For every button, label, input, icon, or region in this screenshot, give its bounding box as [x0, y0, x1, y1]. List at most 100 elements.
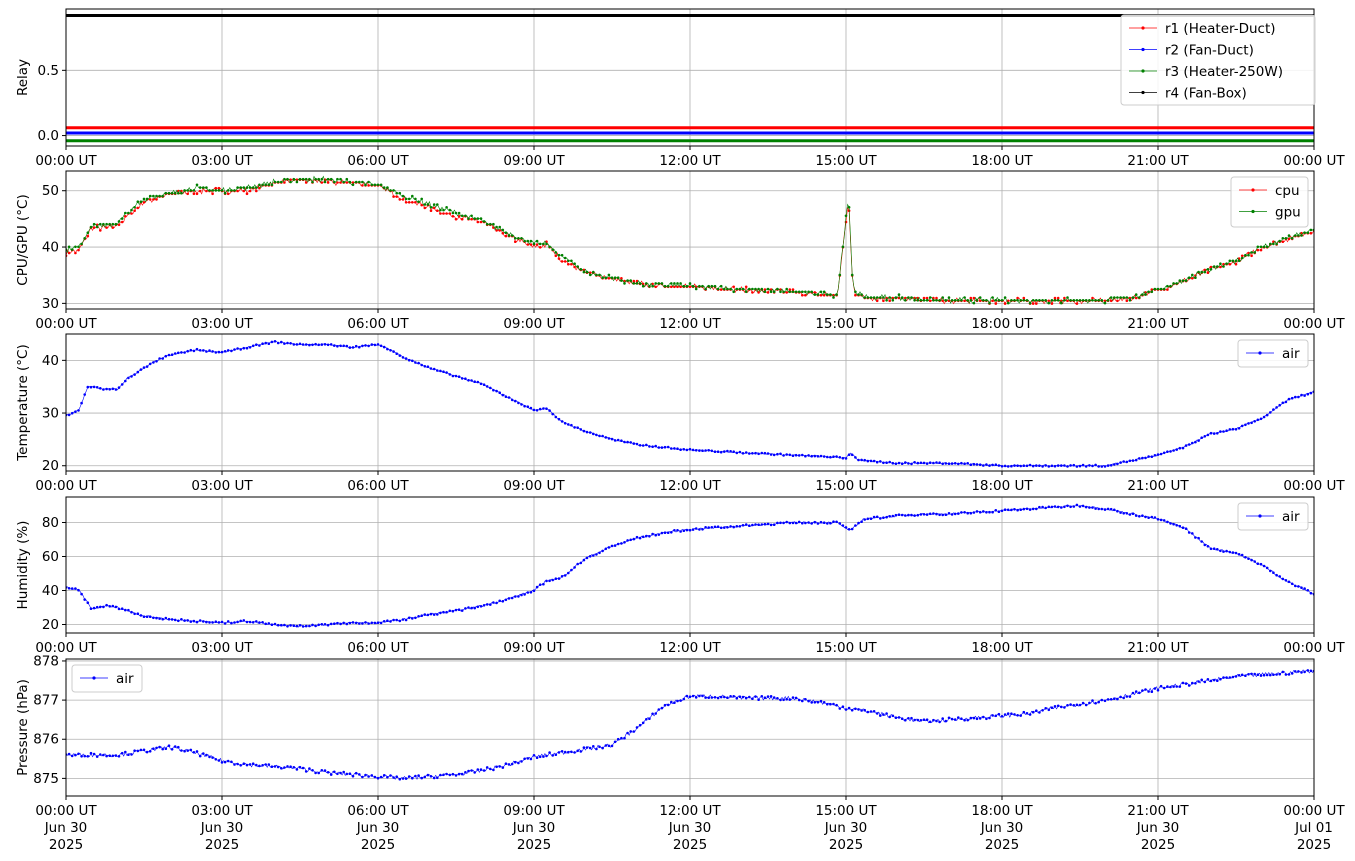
data-point [1191, 273, 1194, 277]
data-point [682, 448, 686, 451]
data-point [748, 695, 751, 699]
data-point [217, 350, 221, 354]
data-point [342, 770, 346, 774]
data-point [682, 697, 686, 701]
data-point [763, 451, 767, 455]
data-point [941, 299, 944, 303]
data-point [601, 276, 604, 280]
data-point [819, 699, 823, 703]
data-point [560, 260, 564, 263]
data-point [922, 718, 926, 721]
data-point [1066, 299, 1069, 303]
data-point [854, 456, 857, 459]
data-point [358, 622, 361, 625]
data-point [1038, 711, 1041, 714]
data-point [145, 365, 149, 368]
data-point [373, 183, 377, 187]
data-point [177, 191, 180, 195]
data-point [345, 772, 349, 776]
x-tick-label: 00:00 UT [1283, 478, 1345, 494]
data-point [885, 461, 888, 465]
data-point [904, 718, 907, 722]
data-point [482, 604, 486, 607]
data-point [900, 462, 904, 466]
data-point [757, 523, 760, 526]
data-point [1078, 464, 1082, 468]
data-point [267, 763, 271, 766]
legend: air [71, 664, 143, 693]
data-point [688, 282, 692, 285]
data-point [1297, 234, 1300, 237]
data-point [1250, 251, 1253, 254]
data-point [501, 393, 505, 397]
data-point [785, 453, 788, 456]
data-point [632, 442, 636, 445]
data-point [573, 265, 576, 269]
data-point [414, 616, 417, 620]
data-point [223, 760, 227, 764]
data-point [264, 622, 268, 626]
data-point [582, 746, 586, 749]
data-point [688, 447, 692, 451]
data-point [195, 750, 199, 753]
data-point [835, 293, 838, 296]
data-point [1281, 240, 1285, 243]
data-point [367, 344, 370, 348]
data-point [1194, 682, 1197, 685]
data-point [1103, 508, 1107, 511]
data-point [189, 189, 193, 192]
y-tick-label: 40 [42, 353, 59, 369]
data-point [785, 287, 788, 291]
data-point [214, 351, 218, 354]
data-point [189, 348, 193, 352]
data-point [969, 716, 973, 720]
data-point [258, 186, 261, 190]
data-point [133, 612, 136, 616]
data-point [776, 697, 779, 700]
data-point [67, 587, 71, 590]
data-point [473, 217, 477, 220]
data-point [236, 189, 239, 193]
data-point [791, 290, 795, 294]
data-point [616, 542, 620, 546]
data-point [879, 460, 882, 463]
data-point [152, 361, 155, 364]
data-point [142, 615, 146, 618]
data-point [826, 293, 829, 296]
data-point [1272, 242, 1275, 246]
data-point [732, 450, 735, 454]
data-point [585, 270, 589, 274]
data-point [376, 621, 380, 624]
data-point [785, 698, 788, 701]
data-point [308, 624, 311, 628]
data-point [882, 713, 885, 716]
data-point [280, 340, 283, 344]
data-point [245, 346, 249, 350]
data-point [769, 695, 773, 698]
data-point [969, 511, 973, 515]
data-point [1184, 279, 1188, 282]
data-point [407, 358, 411, 362]
data-point [1294, 584, 1297, 588]
data-point [1013, 299, 1016, 302]
grid [65, 9, 1315, 146]
data-point [120, 217, 124, 220]
data-point [526, 239, 530, 243]
data-point [567, 571, 570, 575]
data-point [538, 755, 542, 759]
data-point [991, 510, 994, 514]
data-point [922, 461, 926, 465]
data-point [1259, 248, 1263, 252]
data-point [885, 712, 888, 715]
data-point [170, 353, 174, 357]
data-point [1109, 507, 1113, 511]
data-point [607, 744, 611, 748]
data-point [1088, 506, 1091, 509]
data-point [520, 403, 523, 406]
data-point [386, 186, 389, 189]
legend-marker [92, 676, 96, 680]
data-point [676, 447, 679, 451]
data-point [1228, 259, 1232, 263]
data-point [801, 290, 804, 294]
data-point [1084, 299, 1088, 302]
